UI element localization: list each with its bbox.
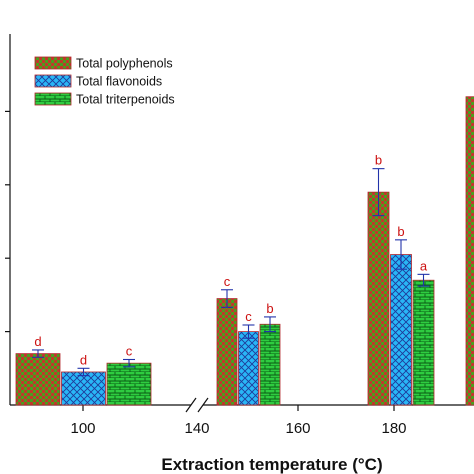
x-axis-label: Extraction temperature (°C) bbox=[161, 455, 382, 474]
legend-entry: Total triterpenoids bbox=[76, 93, 175, 107]
bars bbox=[15, 96, 474, 406]
legend-swatch bbox=[34, 56, 72, 70]
axis-break-mark bbox=[185, 397, 197, 413]
bar bbox=[412, 279, 435, 406]
x-tick-label: 160 bbox=[285, 420, 310, 437]
significance-letter: d bbox=[34, 334, 41, 349]
x-tick-label: 180 bbox=[381, 420, 406, 437]
axis-break-mark bbox=[197, 397, 209, 413]
significance-letter: c bbox=[126, 343, 133, 358]
legend: Total polyphenols Total flavonoids Total t… bbox=[34, 56, 175, 107]
legend-swatch bbox=[34, 74, 72, 88]
bar bbox=[15, 353, 61, 406]
bar bbox=[367, 191, 390, 406]
bar bbox=[259, 323, 281, 406]
legend-entry: Total flavonoids bbox=[76, 75, 162, 89]
legend-swatch bbox=[34, 92, 72, 106]
significance-letter: b bbox=[375, 153, 382, 168]
significance-letter: d bbox=[80, 352, 87, 367]
significance-letter: a bbox=[420, 258, 428, 273]
legend-entry: Total polyphenols bbox=[76, 57, 173, 71]
significance-letter: b bbox=[397, 224, 404, 239]
bar bbox=[238, 331, 259, 406]
significance-letter: c bbox=[224, 274, 231, 289]
significance-letter: b bbox=[266, 301, 273, 316]
bar bbox=[61, 371, 106, 406]
x-tick-label: 100 bbox=[70, 420, 95, 437]
x-tick-label: 140 bbox=[184, 420, 209, 437]
bar bbox=[390, 254, 412, 406]
significance-letter: c bbox=[245, 309, 252, 324]
bar bbox=[106, 362, 152, 406]
error-bars bbox=[32, 168, 430, 377]
bar-clipped bbox=[465, 96, 474, 406]
bar bbox=[216, 298, 238, 406]
